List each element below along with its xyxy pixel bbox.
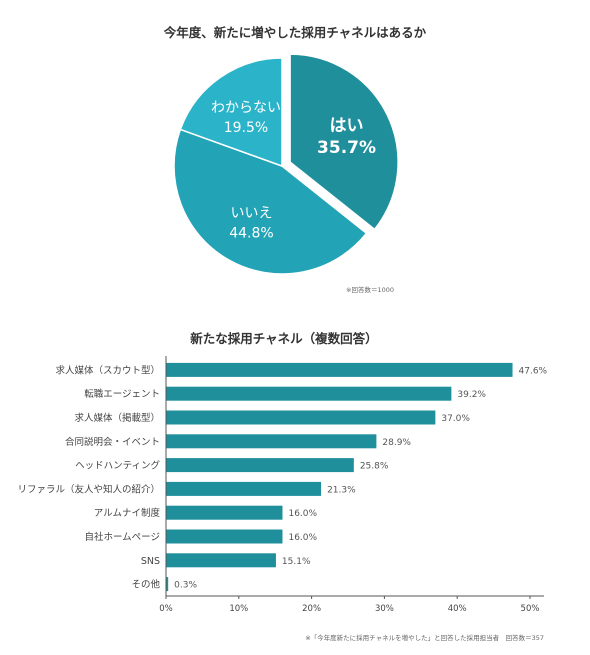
bar-note: ※「今年度新たに採用チャネルを増やした」と回答した採用担当者 回答数＝357: [305, 633, 544, 642]
bar-3: [166, 434, 377, 449]
category-label-9: その他: [131, 579, 160, 591]
category-label-4: ヘッドハンティング: [75, 460, 160, 472]
pie-slice-2: [179, 57, 283, 168]
value-label-1: 39.2%: [457, 390, 486, 400]
bar-8: [166, 553, 276, 568]
category-label-5: リファラル（友人や知人の紹介）: [17, 483, 160, 495]
pie-slice-name-1: いいえ: [230, 206, 272, 222]
pie-chart-title: 今年度、新たに増やした採用チャネルはあるか: [163, 25, 427, 40]
category-label-6: アルムナイ制度: [94, 507, 161, 519]
pie-slice-value-1: 44.8%: [229, 226, 273, 242]
value-label-6: 16.0%: [288, 509, 317, 519]
category-label-2: 求人媒体（掲載型）: [74, 412, 160, 424]
category-label-8: SNS: [141, 556, 160, 567]
value-label-7: 16.0%: [288, 533, 317, 543]
bar-7: [166, 529, 283, 544]
bar-6: [166, 505, 283, 520]
x-tick-label-2: 20%: [302, 604, 321, 614]
pie-slice-1: [173, 128, 368, 275]
bar-5: [166, 481, 322, 496]
value-label-9: 0.3%: [174, 581, 197, 591]
pie-slice-0: [289, 53, 399, 231]
bar-1: [166, 386, 452, 401]
bar-2: [166, 410, 436, 425]
bar-chart-title: 新たな採用チャネル（複数回答）: [190, 331, 377, 346]
x-tick-label-3: 30%: [375, 604, 394, 614]
category-label-7: 自社ホームページ: [84, 531, 160, 543]
category-label-1: 転職エージェント: [84, 389, 160, 400]
category-label-3: 合同説明会・イベント: [65, 436, 160, 448]
x-tick-label-0: 0%: [159, 604, 173, 614]
value-label-2: 37.0%: [441, 414, 470, 424]
value-label-0: 47.6%: [519, 366, 548, 376]
pie-slice-value-2: 19.5%: [224, 120, 268, 136]
value-label-3: 28.9%: [382, 438, 411, 448]
value-label-5: 21.3%: [327, 485, 356, 495]
bar-4: [166, 458, 354, 473]
bar-chart: 求人媒体（スカウト型） 47.6% 転職エージェント 39.2% 求人媒体（掲載型） 37…: [17, 356, 548, 614]
bar-9: [166, 577, 169, 592]
pie-slice-name-0: はい: [330, 116, 364, 136]
bar-0: [166, 362, 513, 377]
value-label-4: 25.8%: [360, 462, 389, 472]
x-tick-label-1: 10%: [229, 604, 248, 614]
x-tick-label-5: 50%: [521, 604, 540, 614]
x-tick-label-4: 40%: [448, 604, 467, 614]
pie-slice-value-0: 35.7%: [317, 138, 376, 158]
pie-slice-name-2: わからない: [211, 100, 281, 116]
category-label-0: 求人媒体（スカウト型）: [55, 364, 160, 376]
value-label-8: 15.1%: [282, 557, 311, 567]
pie-note: ※回答数＝1000: [346, 285, 394, 294]
